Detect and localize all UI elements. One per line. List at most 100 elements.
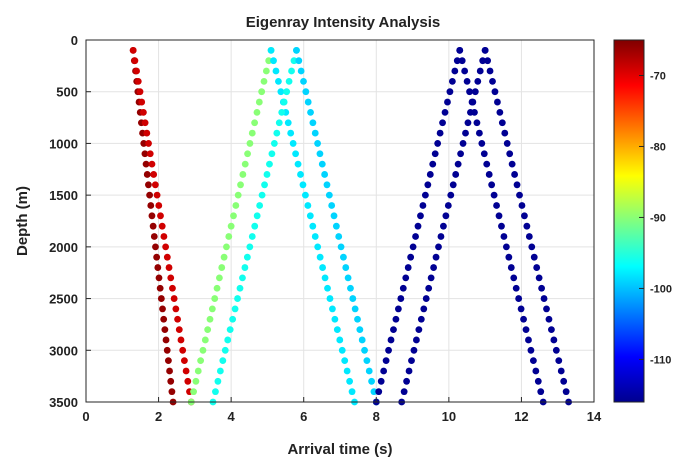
eigenray-point: [513, 181, 521, 189]
eigenray-point: [417, 315, 425, 323]
eigenray-point: [182, 367, 190, 375]
eigenray-point: [145, 140, 152, 147]
eigenray-point: [255, 98, 263, 106]
eigenray-point: [441, 109, 449, 116]
eigenray-point: [467, 109, 474, 116]
eigenray-point: [382, 357, 390, 365]
eigenray-point: [555, 357, 563, 365]
eigenray-point: [318, 160, 326, 168]
eigenray-point: [159, 305, 166, 313]
y-tick-label: 500: [56, 85, 78, 100]
eigenray-point: [520, 315, 527, 323]
eigenray-point: [358, 336, 366, 344]
eigenray-point: [220, 253, 228, 261]
eigenray-point: [431, 150, 439, 158]
eigenray-point: [234, 295, 241, 302]
eigenray-point: [234, 191, 242, 199]
eigenray-point: [453, 57, 461, 65]
eigenray-point: [288, 67, 295, 75]
eigenray-point: [273, 129, 281, 137]
eigenray-point: [342, 264, 350, 271]
eigenray-point: [451, 67, 459, 75]
eigenray-point: [512, 284, 520, 292]
eigenray-point: [349, 295, 357, 302]
eigenray-point: [160, 233, 168, 240]
eigenray-point: [150, 233, 158, 240]
eigenray-point: [265, 57, 273, 65]
eigenray-point: [241, 160, 249, 168]
eigenray-point: [461, 67, 469, 75]
y-tick-label: 3000: [49, 343, 78, 358]
eigenray-point: [316, 253, 324, 261]
eigenray-point: [258, 191, 266, 199]
eigenray-point: [263, 171, 271, 178]
eigenray-point: [525, 233, 533, 240]
eigenray-point: [365, 367, 373, 375]
eigenray-point: [170, 295, 178, 302]
eigenray-point: [363, 357, 371, 365]
eigenray-point: [155, 202, 163, 209]
eigenray-point: [275, 77, 282, 85]
eigenray-point: [326, 295, 334, 302]
eigenray-point: [545, 315, 553, 323]
eigenray-point: [165, 264, 173, 271]
eigenray-point: [248, 233, 256, 240]
eigenray-point: [481, 46, 489, 54]
eigenray-point: [138, 98, 146, 106]
eigenray-point: [142, 160, 150, 168]
eigenray-point: [224, 336, 232, 344]
eigenray-point: [155, 274, 163, 282]
eigenray-point: [447, 191, 455, 199]
eigenray-point: [516, 191, 523, 199]
eigenray-point: [140, 109, 147, 116]
eigenray-point: [141, 119, 149, 127]
eigenray-point: [529, 357, 537, 365]
eigenray-point: [464, 119, 472, 127]
eigenray-point: [534, 377, 542, 385]
y-tick-label: 1000: [49, 136, 78, 151]
eigenray-point: [256, 202, 264, 209]
eigenray-point: [421, 191, 429, 199]
eigenray-point: [167, 274, 175, 282]
eigenray-point: [500, 233, 508, 240]
eigenray-point: [483, 160, 491, 168]
eigenray-point: [333, 326, 341, 333]
eigenray-point: [400, 388, 408, 396]
eigenray-point: [434, 140, 442, 147]
eigenray-point: [216, 367, 224, 375]
eigenray-point: [380, 367, 388, 375]
eigenray-point: [488, 181, 496, 189]
eigenray-point: [241, 264, 249, 271]
eigenray-point: [397, 295, 405, 302]
y-tick-label: 3500: [49, 395, 78, 410]
eigenray-point: [446, 88, 454, 96]
eigenray-point: [148, 160, 156, 168]
eigenray-point: [478, 140, 486, 147]
eigenray-point: [368, 377, 375, 385]
eigenray-point: [143, 171, 151, 178]
eigenray-point: [385, 346, 392, 354]
eigenray-point: [501, 129, 509, 137]
eigenray-point: [236, 284, 244, 292]
eigenray-point: [442, 212, 450, 220]
eigenray-point: [140, 140, 148, 147]
eigenray-point: [149, 222, 157, 230]
eigenray-point: [338, 346, 346, 354]
eigenray-point: [212, 388, 219, 396]
eigenray-point: [172, 305, 180, 313]
eigenray-point: [147, 202, 155, 209]
eigenray-point: [508, 160, 516, 168]
y-tick-label: 0: [71, 33, 78, 48]
eigenray-point: [146, 191, 154, 199]
eigenray-point: [408, 357, 415, 365]
eigenray-point: [495, 212, 503, 220]
eigenray-point: [295, 57, 303, 65]
eigenray-point: [427, 274, 435, 282]
eigenray-point: [278, 109, 286, 116]
eigenray-point: [340, 253, 347, 261]
eigenray-point: [146, 150, 154, 158]
eigenray-point: [153, 253, 161, 261]
eigenray-point: [515, 295, 523, 302]
eigenray-point: [261, 181, 268, 189]
eigenray-point: [168, 388, 176, 396]
